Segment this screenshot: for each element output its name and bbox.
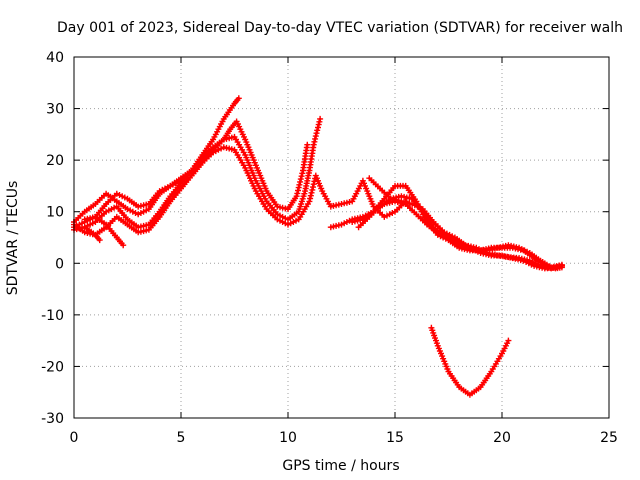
data-point-marker — [235, 95, 242, 102]
series-arc-3 — [71, 115, 324, 233]
axis-ticks — [73, 56, 610, 419]
series-arc-5 — [81, 213, 127, 249]
data-point-marker — [558, 262, 565, 269]
series-arc-6 — [81, 224, 103, 244]
x-tick-label: 20 — [493, 430, 511, 446]
series-arc-8 — [349, 182, 565, 272]
data-point-marker — [308, 189, 315, 196]
data-point-marker — [96, 237, 103, 244]
y-tick-label: 20 — [46, 153, 64, 169]
grid-lines — [74, 57, 609, 418]
data-point-marker — [120, 242, 127, 249]
y-tick-label: 0 — [55, 256, 64, 272]
data-point-marker — [304, 141, 311, 148]
series-arc-1 — [71, 95, 242, 231]
x-tick-label: 5 — [177, 430, 186, 446]
x-tick-label: 15 — [386, 430, 404, 446]
series-arc-9 — [355, 193, 565, 271]
data-point-marker — [297, 176, 304, 183]
plot-frame — [73, 56, 610, 419]
data-series — [71, 95, 565, 398]
y-axis-label: SDTVAR / TECUs — [5, 181, 21, 296]
x-axis-label: GPS time / hours — [282, 458, 399, 474]
x-tick-label: 0 — [70, 430, 79, 446]
data-point-marker — [314, 127, 321, 134]
series-arc-11 — [428, 324, 512, 398]
data-point-marker — [505, 337, 512, 344]
y-tick-label: -10 — [41, 308, 64, 324]
y-tick-label: 30 — [46, 102, 64, 118]
y-tick-label: -20 — [41, 359, 64, 375]
chart-title: Day 001 of 2023, Sidereal Day-to-day VTE… — [57, 20, 623, 36]
y-tick-label: -30 — [41, 411, 64, 427]
y-tick-label: 40 — [46, 50, 64, 66]
data-point-marker — [317, 115, 324, 122]
data-point-marker — [111, 204, 118, 211]
x-tick-label: 25 — [600, 430, 618, 446]
series-arc-10 — [366, 175, 565, 272]
series-line — [72, 117, 322, 232]
series-arc-4 — [71, 144, 409, 238]
tick-labels: 0 5 10 15 20 25 -30 -20 -10 0 10 20 30 40 — [41, 50, 618, 446]
x-tick-label: 10 — [279, 430, 297, 446]
series-line — [72, 97, 241, 229]
y-tick-label: 10 — [46, 205, 64, 221]
